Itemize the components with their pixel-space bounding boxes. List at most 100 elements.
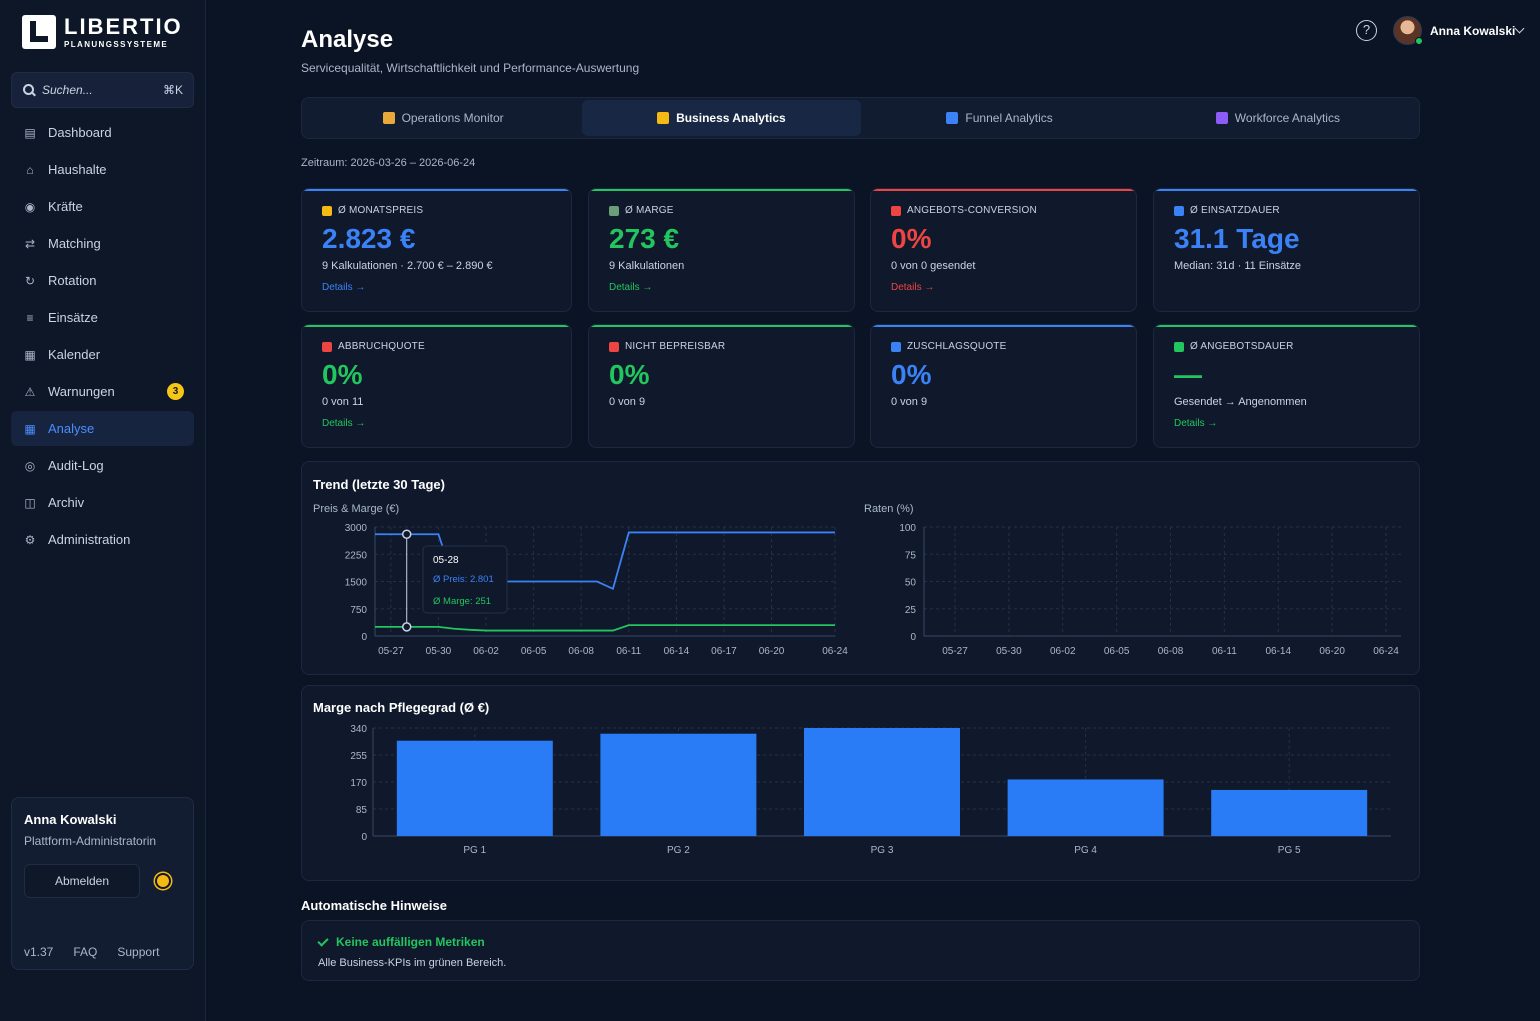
sidebar-item-analyse[interactable]: ▦ Analyse <box>11 411 194 446</box>
sidebar-item-administration[interactable]: ⚙ Administration <box>11 522 194 557</box>
chevron-down-icon[interactable] <box>1514 23 1525 34</box>
sidebar-item-label: Matching <box>48 236 101 251</box>
support-link[interactable]: Support <box>117 945 160 959</box>
x-tick-label: 05-27 <box>942 646 968 657</box>
kpi-card: NICHT BEPREISBAR 0% 0 von 9 <box>588 324 855 448</box>
sidebar-item-rotation[interactable]: ↻ Rotation <box>11 263 194 298</box>
kpi-details-link[interactable]: Details → <box>322 282 366 293</box>
archive-icon: ◫ <box>24 495 36 510</box>
kpi-icon <box>1174 205 1184 216</box>
kpi-label: NICHT BEPREISBAR <box>625 341 726 352</box>
x-tick-label: 06-24 <box>822 646 848 657</box>
page-title: Analyse <box>301 26 394 53</box>
bar-chart[interactable]: 0 85 170 255 340 PG 1 PG 2 PG 3 PG 4 PG 5 <box>301 685 1420 881</box>
kpi-icon <box>891 205 901 216</box>
sidebar-item-dashboard[interactable]: ▤ Dashboard <box>11 115 194 150</box>
y-tick-label: 2250 <box>345 550 368 561</box>
bar-pg-3 <box>804 728 960 836</box>
sidebar-item-label: Rotation <box>48 273 97 288</box>
logo-name: LIBERTIO <box>64 13 183 39</box>
sidebar-item-label: Kalender <box>48 347 101 362</box>
sidebar-item-haushalte[interactable]: ⌂ Haushalte <box>11 152 194 187</box>
x-tick-label: 05-30 <box>426 646 452 657</box>
kpi-details-link[interactable]: Details → <box>322 418 366 429</box>
y-tick-label: 0 <box>910 632 916 643</box>
sidebar-item-label: Kräfte <box>48 199 83 214</box>
dashboard-icon: ▤ <box>24 125 36 140</box>
kpi-card: Ø ANGEBOTSDAUER — Gesendet → Angenommen Det… <box>1153 324 1420 448</box>
tab-label: Funnel Analytics <box>965 111 1053 125</box>
tab-business-analytics[interactable]: Business Analytics <box>582 100 861 136</box>
sidebar-item-label: Einsätze <box>48 310 98 325</box>
x-tick-label: 06-20 <box>759 646 785 657</box>
logout-button[interactable]: Abmelden <box>24 864 140 898</box>
user-menu-name[interactable]: Anna Kowalski <box>1430 24 1516 38</box>
kpi-label: ZUSCHLAGSQUOTE <box>907 341 1007 352</box>
sidebar-item-label: Analyse <box>48 421 95 436</box>
faq-link[interactable]: FAQ <box>73 945 98 959</box>
x-tick-label: PG 5 <box>1278 845 1301 856</box>
tab-operations-monitor[interactable]: Operations Monitor <box>304 100 582 136</box>
tab-funnel-analytics[interactable]: Funnel Analytics <box>861 100 1139 136</box>
y-tick-label: 75 <box>905 550 917 561</box>
bar-pg-1 <box>396 740 553 836</box>
logo-mark-icon <box>22 15 56 49</box>
tooltip: 05-28 Ø Preis: 2.801 Ø Marge: 251 <box>422 545 508 614</box>
y-tick-label: 170 <box>350 778 367 789</box>
x-tick-label: 06-08 <box>1158 646 1184 657</box>
kpi-value: 31.1 Tage <box>1174 223 1300 254</box>
kpi-details-link[interactable]: Details → <box>891 282 935 293</box>
x-tick-label: 05-30 <box>996 646 1022 657</box>
arrows-swap-icon: ⇄ <box>24 236 36 251</box>
kpi-label: Ø EINSATZDAUER <box>1190 205 1280 216</box>
y-tick-label: 0 <box>361 632 367 643</box>
hover-point-marge <box>401 622 412 632</box>
kpi-subtext: 0 von 0 gesendet <box>891 260 976 272</box>
tab-workforce-analytics[interactable]: Workforce Analytics <box>1139 100 1417 136</box>
x-tick-label: PG 3 <box>871 845 894 856</box>
x-tick-label: PG 4 <box>1074 845 1097 856</box>
kpi-icon <box>322 341 332 352</box>
tab-label: Workforce Analytics <box>1234 111 1340 125</box>
user-card: Anna Kowalski Plattform-Administratorin … <box>11 797 194 970</box>
kpi-subtext: 0 von 9 <box>609 396 646 408</box>
kpi-details-link[interactable]: Details → <box>1174 418 1218 429</box>
y-tick-label: 25 <box>905 605 917 616</box>
tooltip-preis: Ø Preis: 2.801 <box>433 574 494 585</box>
y-tick-label: 1500 <box>345 578 368 589</box>
trend-right-label: Raten (%) <box>864 503 914 515</box>
kpi-subtext: 9 Kalkulationen <box>609 260 685 272</box>
bar-pg-2 <box>600 733 757 836</box>
kpi-icon <box>609 341 619 352</box>
x-tick-label: 06-17 <box>711 646 737 657</box>
sidebar-item-audit-log[interactable]: ◎ Audit-Log <box>11 448 194 483</box>
tooltip-marge: Ø Marge: 251 <box>433 596 491 607</box>
sidebar-item-kalender[interactable]: ▦ Kalender <box>11 337 194 372</box>
logo[interactable]: LIBERTIO PLANUNGSSYSTEME <box>22 15 183 49</box>
kpi-details-link[interactable]: Details → <box>609 282 653 293</box>
check-icon <box>317 934 329 947</box>
x-tick-label: 06-08 <box>568 646 594 657</box>
bar-pg-4 <box>1007 779 1164 836</box>
theme-toggle[interactable] <box>152 870 174 892</box>
series-line-marge <box>375 624 835 632</box>
y-tick-label: 100 <box>899 523 916 534</box>
sidebar-item-archiv[interactable]: ◫ Archiv <box>11 485 194 520</box>
help-icon[interactable]: ? <box>1356 20 1377 41</box>
trend-left-label: Preis & Marge (€) <box>313 503 400 515</box>
search-input[interactable]: Suchen... ⌘K <box>11 72 194 108</box>
audit-icon: ◎ <box>24 458 36 473</box>
x-tick-label: 06-14 <box>1265 646 1291 657</box>
sidebar-item-eins-tze[interactable]: ≡ Einsätze <box>11 300 194 335</box>
page-subtitle: Servicequalität, Wirtschaftlichkeit und … <box>301 61 640 75</box>
search-placeholder: Suchen... <box>42 83 93 97</box>
sidebar-item-matching[interactable]: ⇄ Matching <box>11 226 194 261</box>
sidebar-item-warnungen[interactable]: ⚠ Warnungen 3 <box>11 374 194 409</box>
sidebar-nav: ▤ Dashboard ⌂ Haushalte ◉ Kräfte ⇄ Matching ↻ Rot… <box>11 115 194 559</box>
kpi-card: ANGEBOTS-CONVERSION 0% 0 von 0 gesendet Det… <box>870 188 1137 312</box>
avatar[interactable] <box>1393 16 1422 45</box>
x-tick-label: PG 1 <box>463 845 486 856</box>
sidebar-item-kr-fte[interactable]: ◉ Kräfte <box>11 189 194 224</box>
sidebar-item-label: Warnungen <box>48 384 115 399</box>
